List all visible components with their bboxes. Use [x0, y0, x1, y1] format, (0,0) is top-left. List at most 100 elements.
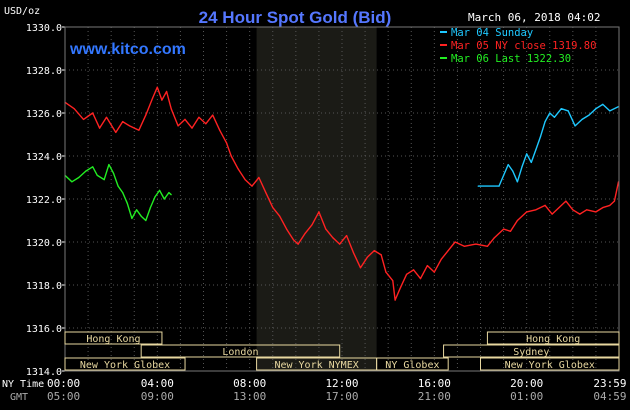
x-tick-label-ny: 08:00 — [233, 377, 266, 390]
x-tick-label-ny: 12:00 — [325, 377, 358, 390]
x-tick-label-ny: 16:00 — [418, 377, 451, 390]
series-point — [503, 174, 505, 176]
y-tick-label: 1320.0 — [26, 238, 62, 249]
series-point — [161, 99, 163, 101]
series-point — [567, 110, 569, 112]
series-point — [92, 166, 94, 168]
x-tick-label-gmt: 17:00 — [325, 390, 358, 403]
series-point — [170, 108, 172, 110]
series-point — [595, 211, 597, 213]
y-tick-label: 1318.0 — [26, 281, 62, 292]
series-point — [595, 108, 597, 110]
x-tick-label-ny: 23:59 — [593, 377, 626, 390]
series-point — [399, 288, 401, 290]
series-point — [558, 207, 560, 209]
brand-watermark: www.kitco.com — [69, 41, 186, 58]
x-tick-label-gmt: 01:00 — [510, 390, 543, 403]
series-point — [406, 273, 408, 275]
series-point — [318, 211, 320, 213]
series-point — [286, 228, 288, 230]
series-point — [477, 185, 479, 187]
series-point — [108, 164, 110, 166]
series-point — [602, 103, 604, 105]
series-point — [92, 112, 94, 114]
series-point — [447, 250, 449, 252]
y-tick-label: 1316.0 — [26, 324, 62, 335]
series-point — [579, 213, 581, 215]
legend-entry: Mar 05 NY close 1319.80 — [451, 40, 596, 52]
series-point — [544, 121, 546, 123]
series-point — [198, 116, 200, 118]
series-point — [311, 224, 313, 226]
series-point — [586, 209, 588, 211]
series-point — [122, 121, 124, 123]
series-point — [219, 129, 221, 131]
series-point — [419, 278, 422, 280]
session-box — [443, 344, 620, 358]
series-point — [154, 196, 156, 198]
series-point — [122, 192, 124, 194]
price-series-layer — [64, 86, 620, 301]
series-point — [82, 118, 85, 120]
series-point — [609, 204, 611, 206]
series-point — [99, 127, 101, 129]
y-tick-label: 1314.0 — [26, 367, 62, 378]
series-point — [553, 116, 556, 118]
series-point — [292, 239, 295, 241]
x-tick-label-ny: 04:00 — [141, 377, 174, 390]
x-tick-label-gmt: 09:00 — [141, 390, 174, 403]
plot-frame — [64, 26, 620, 372]
legend-entry: Mar 04 Sunday — [451, 27, 533, 39]
series-point — [237, 168, 239, 170]
series-point — [475, 243, 477, 245]
series-point — [392, 280, 394, 282]
series-point — [339, 243, 341, 245]
y-tick-label: 1328.0 — [26, 66, 62, 77]
series-point — [516, 181, 519, 183]
session-label: New York Globex — [80, 360, 170, 371]
series-point — [346, 235, 348, 237]
series-point — [440, 258, 442, 260]
series-point — [156, 86, 158, 88]
series-point — [535, 209, 537, 211]
series-point — [572, 209, 574, 211]
series-point — [551, 213, 553, 215]
series-point — [129, 125, 131, 127]
y-tick-label: 1326.0 — [26, 109, 62, 120]
series-point — [602, 207, 604, 209]
series-line — [64, 86, 620, 301]
series-point — [530, 161, 532, 163]
series-point — [272, 207, 274, 209]
series-point — [140, 215, 142, 217]
series-point — [549, 112, 551, 114]
series-point — [535, 149, 537, 151]
series-point — [433, 271, 435, 273]
series-point — [103, 179, 105, 181]
series-point — [251, 185, 253, 187]
session-box — [64, 331, 163, 345]
series-point — [145, 114, 147, 116]
series-point — [297, 243, 299, 245]
series-point — [332, 237, 334, 239]
series-point — [588, 114, 590, 116]
series-point — [230, 155, 232, 157]
series-point — [526, 153, 528, 155]
axes: 1330.0 1328.0 1326.0 1324.0 1322.0 1320.0 1318… — [26, 23, 627, 403]
series-point — [265, 192, 267, 194]
x-tick-label-ny: 20:00 — [510, 377, 543, 390]
series-point — [136, 209, 138, 211]
series-point — [78, 176, 80, 179]
session-label: Hong Kong — [86, 334, 140, 345]
y-tick-label: 1324.0 — [26, 152, 62, 163]
session-label: New York NYMEX — [274, 360, 358, 371]
series-point — [359, 267, 362, 269]
session-label: NY Globex — [385, 360, 439, 371]
ny-time-row-label: NY Time — [2, 379, 44, 390]
series-point — [96, 174, 98, 176]
session-label: Sydney — [513, 347, 549, 358]
series-point — [565, 200, 567, 202]
session-box — [64, 357, 186, 371]
series-point — [149, 207, 151, 209]
legend-entry: Mar 06 Last 1322.30 — [451, 53, 571, 65]
